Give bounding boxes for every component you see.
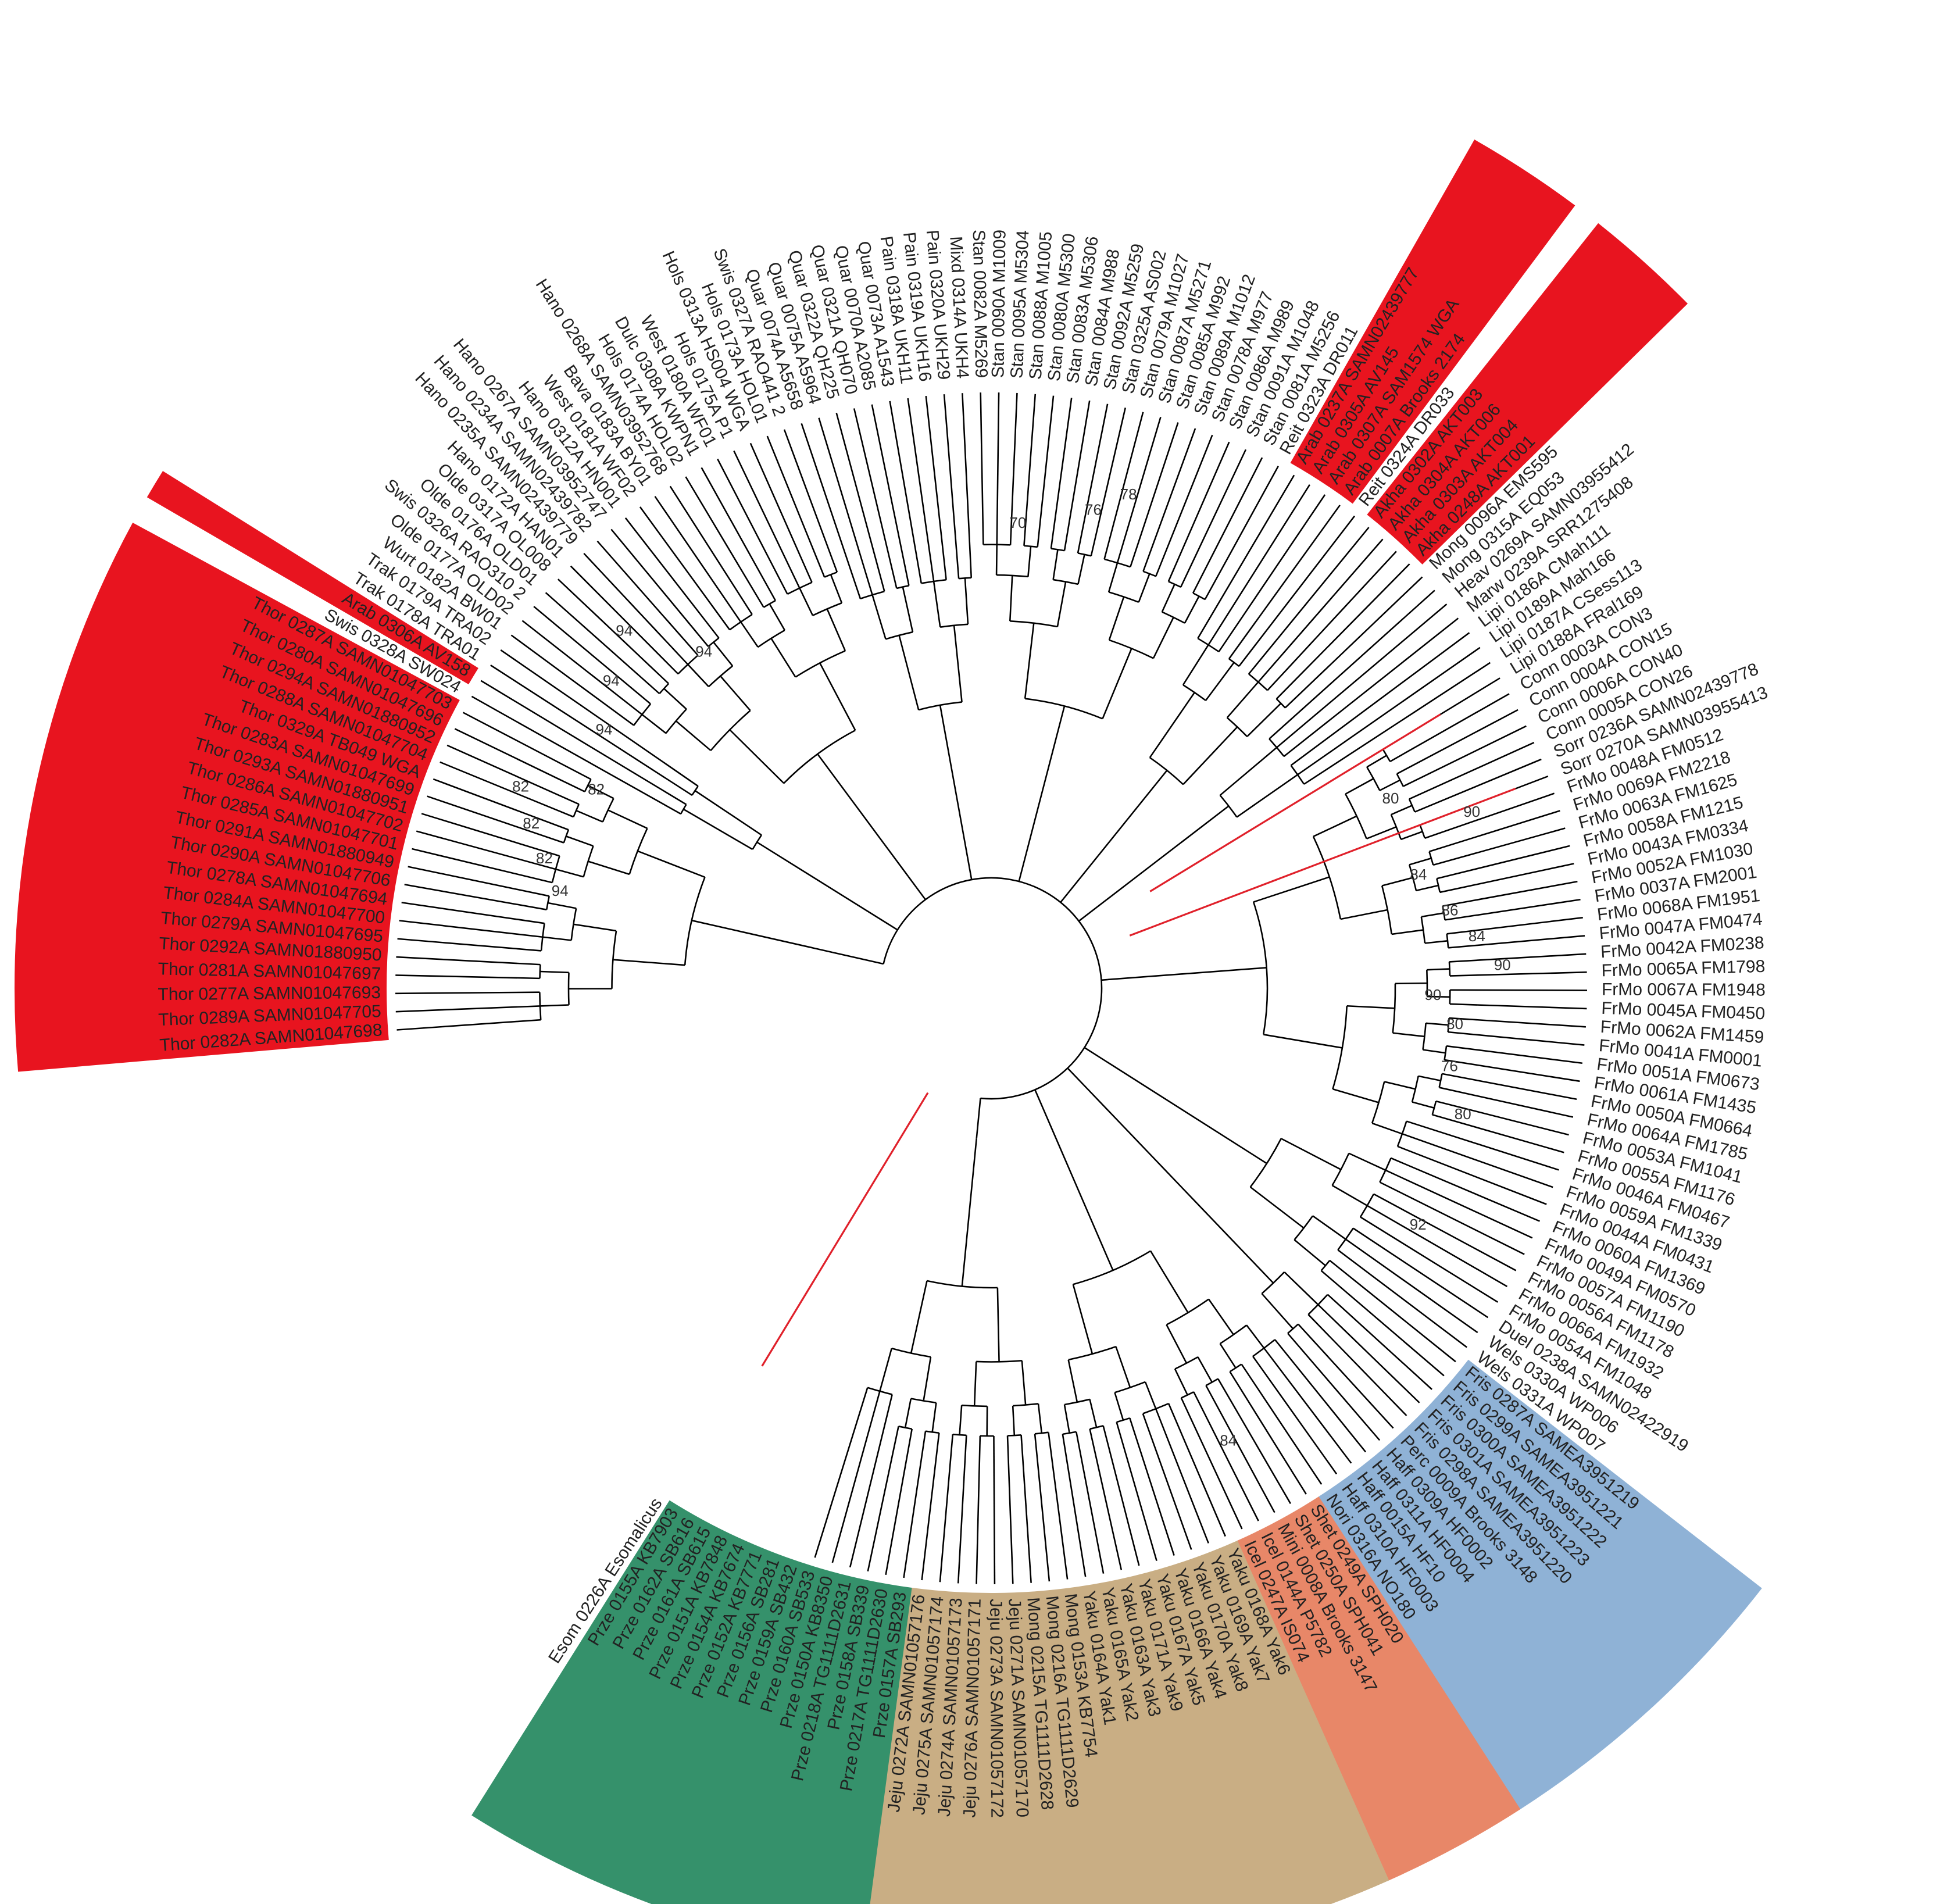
clade-highlight-thor — [14, 522, 460, 1072]
bootstrap-value: 90 — [1494, 956, 1511, 973]
bootstrap-value: 82 — [512, 777, 529, 795]
bootstrap-value: 82 — [588, 780, 605, 798]
bootstrap-value: 76 — [1085, 501, 1102, 518]
bootstrap-value-layer: 94 82 82 82 82 94 94 94 94 70 76 78 80 76 80 90 84 86 84 90… — [512, 485, 1510, 1449]
bootstrap-value: 84 — [1468, 927, 1485, 945]
clade-highlight-north-europe — [1318, 1359, 1762, 1810]
bootstrap-value: 86 — [1442, 901, 1459, 919]
bootstrap-value: 94 — [695, 643, 712, 660]
clade-highlight-arab — [1290, 140, 1575, 504]
bootstrap-value: 76 — [1441, 1058, 1458, 1075]
bootstrap-value: 94 — [603, 671, 620, 689]
clade-highlight-ponies — [1237, 1496, 1521, 1881]
bootstrap-value: 90 — [1424, 986, 1441, 1003]
clade-highlight-przewalski — [471, 1500, 912, 1904]
clade-highlight-asian — [869, 1540, 1389, 1904]
bootstrap-value: 84 — [1410, 866, 1427, 883]
bootstrap-value: 90 — [1463, 803, 1480, 820]
bootstrap-value: 94 — [616, 622, 633, 640]
bootstrap-value: 80 — [1382, 790, 1399, 807]
bootstrap-value: 82 — [536, 849, 553, 867]
leaf-label: Stan 0082A M5269 — [969, 230, 991, 378]
leaf-label: Jeju 0273A SAMN01057172 — [986, 1599, 1006, 1818]
branch-layer — [395, 392, 1587, 1584]
bootstrap-value: 94 — [596, 721, 613, 738]
bootstrap-value: 78 — [1120, 485, 1137, 503]
leaf-label: Thor 0277A SAMN01047693 — [158, 983, 381, 1004]
clade-highlight-arab-av158 — [147, 471, 478, 685]
leaf-label: FrMo 0067A FM1948 — [1602, 980, 1766, 1000]
bootstrap-value: 94 — [552, 882, 569, 899]
bootstrap-value: 82 — [523, 815, 539, 832]
clade-highlight-akha — [1367, 223, 1688, 565]
bootstrap-value: 80 — [1455, 1105, 1471, 1123]
bootstrap-value: 92 — [1410, 1216, 1427, 1233]
bootstrap-value: 80 — [1446, 1015, 1463, 1033]
bootstrap-value: 84 — [1220, 1432, 1237, 1449]
leaf-label: FrMo 0065A FM1798 — [1601, 957, 1766, 981]
clade-highlight-layer — [14, 140, 1762, 1904]
leaf-label: Stan 0090A M1009 — [988, 230, 1009, 378]
bootstrap-value: 70 — [1009, 514, 1026, 531]
